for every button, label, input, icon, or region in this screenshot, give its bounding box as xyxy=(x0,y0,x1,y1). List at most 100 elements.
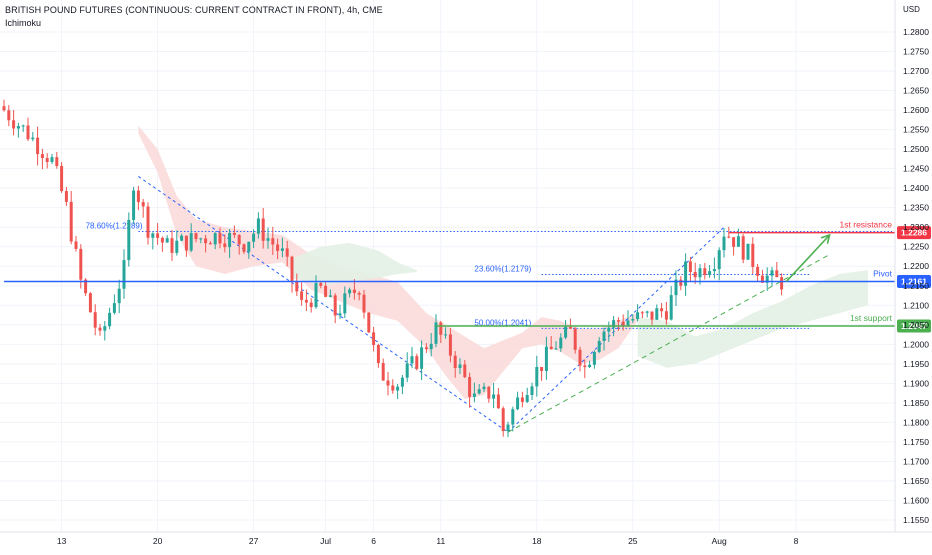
candle-body xyxy=(736,236,740,247)
candle-body xyxy=(151,233,155,238)
candle-body xyxy=(386,380,390,386)
candle-body xyxy=(477,389,481,394)
y-tick-label: 1.1850 xyxy=(903,398,929,408)
candle-body xyxy=(588,364,592,368)
candle-body xyxy=(218,233,222,244)
candle-body xyxy=(458,364,462,369)
candle-body xyxy=(708,271,712,276)
candle-body xyxy=(290,256,294,282)
candle-body xyxy=(266,238,270,241)
candle-body xyxy=(602,331,606,341)
candle-body xyxy=(7,110,11,121)
candle-body xyxy=(175,240,179,253)
candle-body xyxy=(559,337,563,349)
candle-body xyxy=(650,311,654,320)
candle-body xyxy=(45,158,49,163)
candle-body xyxy=(496,394,500,409)
y-tick-label: 1.1800 xyxy=(903,417,929,427)
candle-body xyxy=(237,235,241,245)
candle-body xyxy=(693,271,697,278)
candle-body xyxy=(204,238,208,244)
candle-body xyxy=(410,356,414,364)
candle-body xyxy=(674,279,678,296)
ichimoku-cloud xyxy=(138,125,868,399)
candle-body xyxy=(247,241,251,252)
candle-body xyxy=(631,319,635,321)
candle-body xyxy=(482,386,486,390)
candle-body xyxy=(573,328,577,350)
candle-body xyxy=(640,312,644,314)
candle-body xyxy=(415,356,419,369)
x-tick-label: 13 xyxy=(57,536,67,546)
candle-body xyxy=(492,394,496,399)
y-tick-label: 1.2100 xyxy=(903,300,929,310)
candle-body xyxy=(487,386,491,399)
cloud-band xyxy=(292,242,417,286)
candle-body xyxy=(352,289,356,294)
candle-body xyxy=(276,244,280,251)
candle-body xyxy=(429,343,433,350)
candle-body xyxy=(213,233,217,245)
resistance-tag xyxy=(897,226,931,240)
y-tick-label: 1.2300 xyxy=(903,222,929,232)
candle-body xyxy=(405,363,409,378)
candle-body xyxy=(108,312,112,327)
candle-body xyxy=(554,348,558,350)
candle-body xyxy=(645,311,649,313)
candle-body xyxy=(88,293,92,313)
candle-body xyxy=(261,218,265,241)
candle-body xyxy=(664,311,668,320)
candle-body xyxy=(722,236,726,251)
candle-body xyxy=(304,299,308,303)
candle-body xyxy=(530,386,534,395)
candle-body xyxy=(98,327,102,331)
candle-body xyxy=(256,218,260,234)
x-tick-label: 25 xyxy=(628,536,638,546)
candle-body xyxy=(544,346,548,371)
candle-body xyxy=(31,137,35,140)
candle-body xyxy=(760,275,764,283)
candle-body xyxy=(448,334,452,356)
candle-body xyxy=(127,219,131,261)
candle-body xyxy=(607,327,611,332)
y-tick-label: 1.1600 xyxy=(903,495,929,505)
x-tick-label: 6 xyxy=(371,536,376,546)
candle-body xyxy=(165,238,169,243)
candle-body xyxy=(280,248,284,251)
y-tick-label: 1.1900 xyxy=(903,378,929,388)
candle-body xyxy=(228,233,232,248)
candle-body xyxy=(112,303,116,313)
candle-body xyxy=(376,344,380,364)
candle-body xyxy=(232,233,236,236)
candle-body xyxy=(333,295,337,316)
y-tick-label: 1.2750 xyxy=(903,47,929,57)
candle-body xyxy=(636,312,640,320)
candle-body xyxy=(439,322,443,335)
candle-body xyxy=(26,125,30,140)
candle-body xyxy=(21,125,25,127)
candle-body xyxy=(84,279,88,294)
pivot-tag xyxy=(897,274,931,288)
candle-body xyxy=(55,157,59,167)
x-tick-label: 27 xyxy=(249,536,259,546)
candle-body xyxy=(698,268,702,278)
pivot-value: 1.2161 xyxy=(901,276,927,286)
candle-body xyxy=(295,281,299,292)
candle-body xyxy=(50,157,54,163)
candle-body xyxy=(74,241,78,249)
candle-body xyxy=(36,137,40,155)
candle-body xyxy=(338,313,342,316)
currency-label: USD xyxy=(903,5,920,14)
candle-body xyxy=(626,320,630,326)
indicator-label[interactable]: Ichimoku xyxy=(5,18,42,28)
y-tick-label: 1.1550 xyxy=(903,515,929,525)
candle-body xyxy=(391,385,395,391)
candle-body xyxy=(12,120,16,129)
candle-body xyxy=(156,233,160,238)
candle-body xyxy=(314,283,318,308)
fib-label: 78.60%(1.2289) xyxy=(86,221,143,230)
candle-body xyxy=(381,363,385,381)
fib-label: 50.00%(1.2041) xyxy=(474,318,531,327)
